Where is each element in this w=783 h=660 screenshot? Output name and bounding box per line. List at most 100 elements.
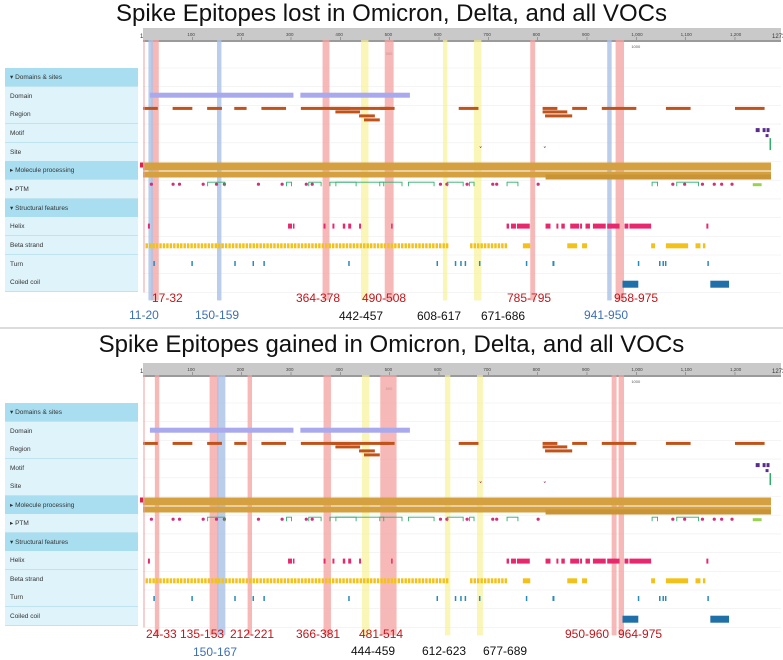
track-label-region: Region — [5, 105, 138, 124]
motif-feature — [766, 463, 770, 468]
feature-viewer-lost: 1 1273 100 200 300 400 500 600 700 800 900 1,000 1,1… — [140, 28, 783, 301]
beta-strand-feature — [283, 243, 287, 249]
epitope-label: 150-167 — [193, 645, 238, 659]
beta-strand-feature — [214, 578, 217, 584]
region-feature — [330, 106, 351, 110]
ptm-glycosylation-dot — [256, 182, 261, 186]
ptm-glycosylation-dot — [683, 517, 687, 521]
beta-strand-feature — [287, 578, 290, 584]
helix-feature — [585, 558, 590, 564]
ruler-tick-label: 1,000 — [631, 32, 643, 37]
beta-strand-feature — [494, 578, 497, 584]
beta-strand-feature — [300, 243, 304, 249]
ruler-tick-label: 1,100 — [681, 32, 693, 37]
ruler-sub-label: 1000 — [631, 44, 641, 49]
turn-feature — [525, 596, 528, 601]
region-feature — [335, 110, 361, 114]
helix-feature — [506, 223, 510, 229]
turn-feature — [637, 261, 640, 266]
helix-feature — [147, 558, 150, 564]
epitope-label: 941-950 — [584, 308, 629, 322]
beta-strand-feature — [259, 243, 262, 249]
ptm-glycosylation-dot — [671, 517, 675, 521]
ruler-tick-label: 800 — [533, 32, 541, 37]
region-feature — [359, 114, 375, 118]
beta-strand-feature — [380, 243, 383, 249]
ruler-start-label: 1 — [140, 369, 144, 375]
beta-strand-feature — [494, 243, 497, 249]
ptm-disulfide-bond — [446, 516, 464, 522]
beta-strand-feature — [207, 243, 211, 249]
ptm-disulfide-bond — [676, 181, 699, 187]
beta-strand-feature — [148, 243, 152, 249]
helix-feature — [706, 558, 709, 564]
helix-feature — [332, 558, 335, 564]
panel-lost: Spike Epitopes lost in Omicron, Delta, a… — [0, 0, 783, 328]
region-feature — [545, 114, 573, 118]
ptm-disulfide-bond — [286, 516, 292, 522]
region-feature — [542, 445, 568, 449]
site-marker-icon: ˅ — [543, 146, 547, 154]
turn-feature — [348, 596, 350, 601]
ptm-glycosylation-dot — [256, 517, 261, 521]
motif-feature — [766, 128, 770, 133]
beta-strand-feature — [155, 243, 159, 249]
helix-feature — [323, 223, 326, 229]
ruler-sub-label: 1000 — [631, 379, 641, 384]
beta-strand-feature — [435, 243, 439, 249]
ruler-tick-label: 600 — [434, 367, 442, 372]
beta-strand-feature — [421, 243, 425, 249]
ptm-glycosylation-dot — [445, 517, 449, 521]
beta-strand-feature — [665, 578, 689, 584]
site-marker-icon: ˅ — [479, 481, 483, 489]
ptm-glycosylation-dot — [177, 182, 182, 186]
beta-strand-feature — [442, 578, 445, 584]
helix-feature — [332, 223, 335, 229]
track-label-domains-sites[interactable]: ▾ Domains & sites — [5, 403, 138, 422]
beta-strand-feature — [414, 578, 418, 584]
track-label-ptm[interactable]: ▸ PTM — [5, 180, 138, 199]
beta-strand-feature — [197, 243, 200, 249]
beta-strand-feature — [242, 578, 245, 584]
ptm-glycosylation-dot — [720, 517, 724, 521]
beta-strand-feature — [280, 243, 283, 249]
track-label-domains-sites[interactable]: ▾ Domains & sites — [5, 68, 138, 87]
region-feature — [234, 441, 247, 445]
turn-feature — [707, 596, 709, 601]
beta-strand-feature — [255, 243, 259, 249]
epitope-label: 24-33 — [146, 627, 177, 641]
ptm-disulfide-bond — [335, 181, 403, 187]
ptm-disulfide-bond — [651, 516, 658, 522]
beta-strand-feature — [438, 578, 442, 584]
ptm-glycosylation-dot — [280, 517, 284, 521]
ptm-disulfide-bond — [207, 181, 226, 187]
ruler-tick-label: 100 — [187, 32, 195, 37]
track-label-helix: Helix — [5, 217, 138, 236]
helix-feature — [607, 558, 620, 564]
beta-strand-feature — [418, 243, 421, 249]
beta-strand-feature — [651, 578, 656, 584]
beta-strand-feature — [418, 578, 421, 584]
beta-strand-feature — [179, 243, 183, 249]
track-label-beta-strand: Beta strand — [5, 236, 138, 255]
beta-strand-feature — [497, 243, 501, 249]
beta-strand-feature — [480, 578, 483, 584]
track-label-molecule-processing[interactable]: ▸ Molecule processing — [5, 161, 138, 180]
beta-strand-feature — [211, 243, 214, 249]
ptm-glycosylation-dot — [536, 517, 540, 521]
beta-strand-feature — [235, 578, 238, 584]
beta-strand-feature — [290, 578, 293, 584]
turn-feature — [662, 596, 664, 601]
beta-strand-feature — [366, 243, 369, 249]
ptm-disulfide-bond — [329, 181, 357, 187]
beta-strand-feature — [297, 578, 300, 584]
beta-strand-feature — [497, 578, 501, 584]
coiled-coil-feature — [710, 280, 730, 288]
beta-strand-feature — [159, 578, 162, 584]
ptm-glycosylation-dot — [495, 182, 499, 186]
region-feature — [364, 453, 380, 457]
beta-strand-feature — [162, 243, 166, 249]
track-label-ptm[interactable]: ▸ PTM — [5, 514, 138, 533]
epitope-label: 958-975 — [614, 291, 659, 305]
beta-strand-feature — [328, 243, 331, 249]
